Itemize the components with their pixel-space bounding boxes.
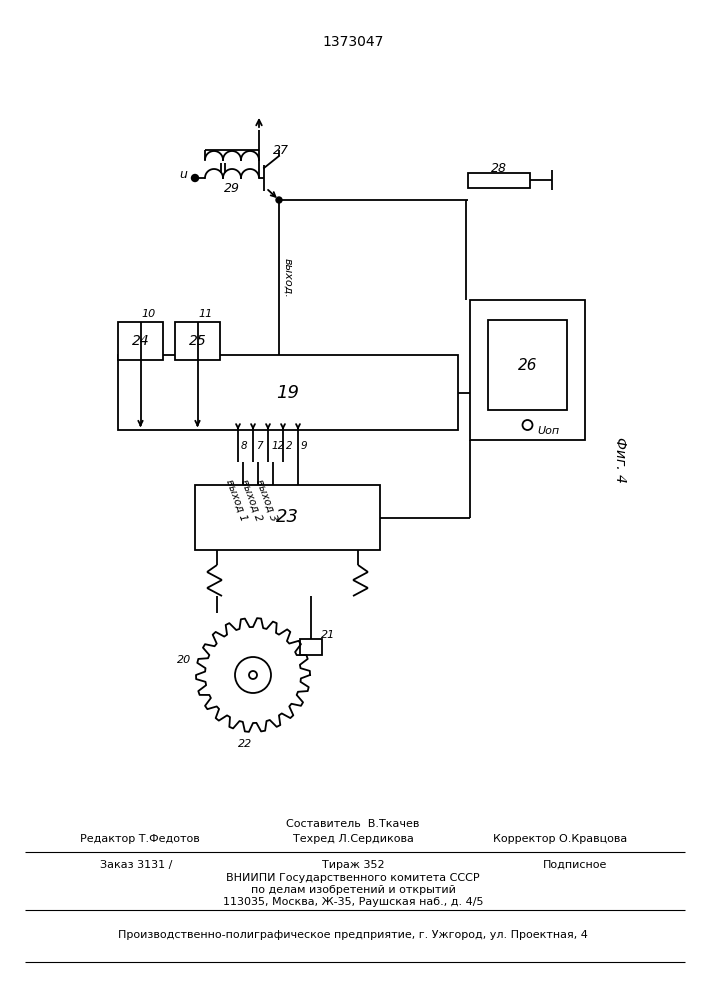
Text: 19: 19 (276, 383, 300, 401)
Text: 23: 23 (276, 508, 299, 526)
Text: Составитель  В.Ткачев: Составитель В.Ткачев (286, 819, 420, 829)
Text: Редактор Т.Федотов: Редактор Т.Федотов (80, 834, 200, 844)
Text: Заказ 3131 /: Заказ 3131 / (100, 860, 173, 870)
Text: 2: 2 (286, 441, 293, 451)
Bar (470, 300, 585, 440)
Text: выход 2: выход 2 (240, 478, 264, 522)
Text: 29: 29 (224, 182, 240, 196)
Circle shape (192, 174, 199, 182)
Bar (118, 322, 163, 360)
Text: Фиг. 4: Фиг. 4 (613, 437, 627, 483)
Text: по делам изобретений и открытий: по делам изобретений и открытий (250, 885, 455, 895)
Text: 11: 11 (199, 309, 213, 319)
Bar (118, 355, 458, 430)
Text: 8: 8 (241, 441, 247, 451)
Text: 25: 25 (189, 334, 206, 348)
Text: 24: 24 (132, 334, 149, 348)
Text: выход 3: выход 3 (255, 478, 279, 522)
Circle shape (276, 197, 282, 203)
Text: 113035, Москва, Ж-35, Раушская наб., д. 4/5: 113035, Москва, Ж-35, Раушская наб., д. … (223, 897, 484, 907)
Text: 9: 9 (301, 441, 308, 451)
Text: 1373047: 1373047 (322, 35, 384, 49)
Text: 22: 22 (238, 739, 252, 749)
Text: Подписное: Подписное (543, 860, 607, 870)
Text: Тираж 352: Тираж 352 (322, 860, 385, 870)
Text: 10: 10 (141, 309, 156, 319)
Text: выход.: выход. (283, 258, 293, 297)
Bar (175, 322, 220, 360)
Text: Техред Л.Сердикова: Техред Л.Сердикова (293, 834, 414, 844)
Text: Производственно-полиграфическое предприятие, г. Ужгород, ул. Проектная, 4: Производственно-полиграфическое предприя… (118, 930, 588, 940)
Text: Корректор О.Кравцова: Корректор О.Кравцова (493, 834, 627, 844)
Text: выход 1: выход 1 (225, 478, 249, 522)
Text: 20: 20 (177, 655, 191, 665)
Text: 7: 7 (256, 441, 262, 451)
Bar (468, 172, 530, 188)
Text: 28: 28 (491, 161, 507, 174)
Bar (488, 320, 567, 410)
Text: 26: 26 (518, 358, 537, 372)
Text: u: u (179, 167, 187, 180)
Bar (195, 485, 380, 550)
Text: ВНИИПИ Государственного комитета СССР: ВНИИПИ Государственного комитета СССР (226, 873, 480, 883)
Bar (300, 639, 322, 655)
Text: 12: 12 (271, 441, 284, 451)
Text: Uоп: Uоп (537, 426, 560, 436)
Text: 21: 21 (321, 630, 335, 640)
Text: 27: 27 (273, 143, 289, 156)
